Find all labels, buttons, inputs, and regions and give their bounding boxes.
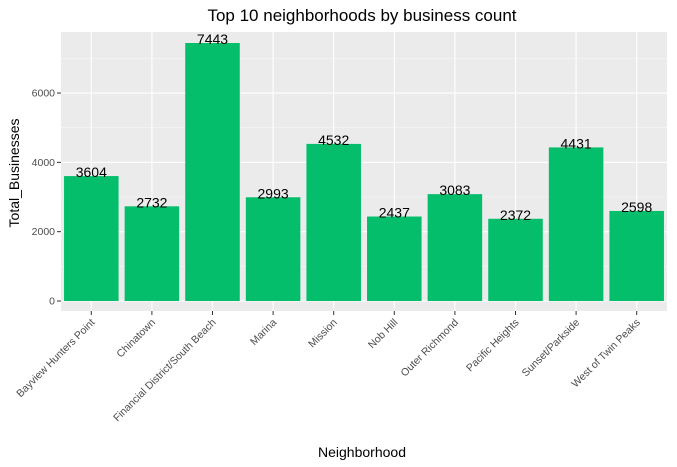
data-label-1: 3604 [76,164,107,180]
bar-2 [124,206,180,301]
x-tick-label: Marina [248,317,279,348]
bar-7 [427,194,483,301]
x-tick-label: Financial District/South Beach [111,317,219,425]
bar-6 [367,216,422,301]
bar-8 [488,218,543,301]
bar-3 [185,43,240,301]
bar-9 [548,147,604,301]
plot-area: 3604 2732 7443 2993 4532 2437 3083 2372 4431 2598… [14,31,667,424]
data-label-7: 3083 [439,182,470,198]
chart-title: Top 10 neighborhoods by business count [207,6,516,25]
bar-10 [609,210,664,301]
bar-4 [245,197,301,301]
data-label-3: 7443 [197,31,228,47]
data-label-6: 2437 [379,205,410,221]
x-tick-label: Bayview Hunters Point [14,317,97,400]
data-label-2: 2732 [136,194,167,210]
bar-1 [64,176,119,301]
data-label-4: 2993 [258,185,289,201]
y-tick-label: 6000 [32,88,56,100]
y-tick-label: 0 [49,296,55,308]
data-label-10: 2598 [621,199,652,215]
y-tick-label: 2000 [32,226,56,238]
x-tick-label: Chinatown [114,317,158,361]
x-axis-title: Neighborhood [318,444,406,460]
x-tick-label: Nob Hill [366,317,400,351]
x-tick-label: Sunset/Parkside [520,317,583,380]
x-tick-label: Pacific Heights [464,317,522,375]
x-tick-label: West of Twin Peaks [569,317,642,390]
bar-5 [306,143,361,301]
y-tick-label: 4000 [32,157,56,169]
data-label-9: 4431 [561,135,592,151]
y-axis-title: Total_Businesses [6,119,22,228]
x-tick-label: Mission [306,317,340,351]
data-label-5: 4532 [318,132,349,148]
x-tick-label: Outer Richmond [398,317,461,380]
data-label-8: 2372 [500,207,531,223]
